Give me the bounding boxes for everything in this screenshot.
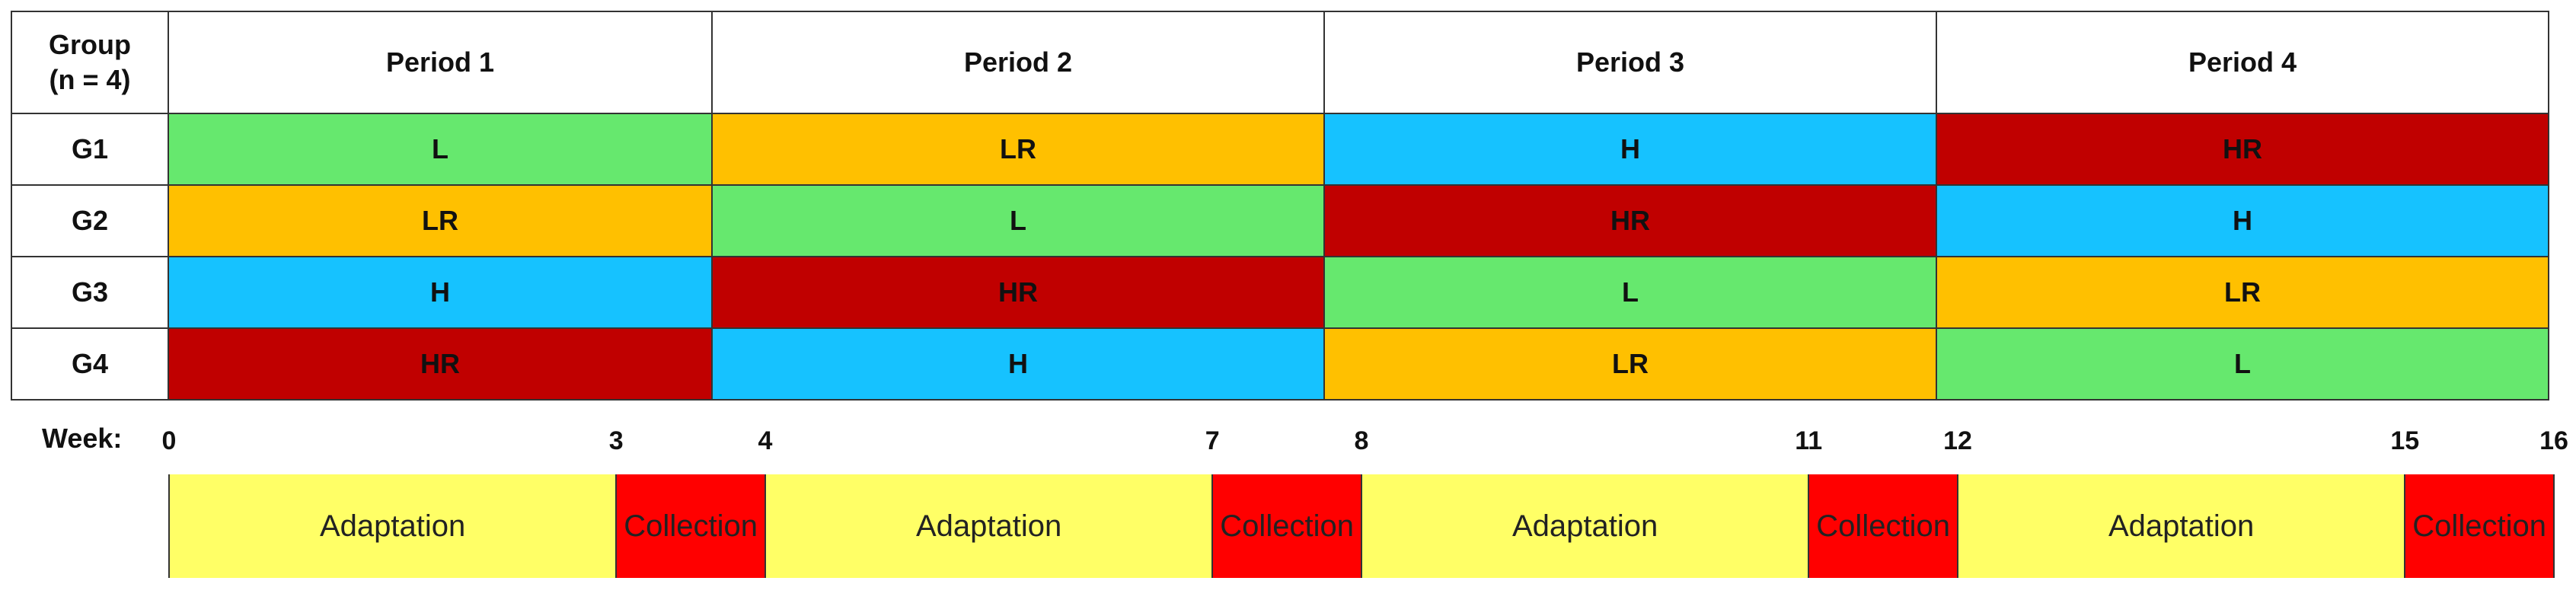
adaptation-segment: Adaptation (169, 474, 617, 578)
week-axis-label: Week: (42, 423, 123, 454)
group-name-g1: G1 (11, 113, 169, 186)
collection-segment: Collection (1212, 474, 1361, 578)
treatment-cell: L (168, 113, 713, 186)
collection-segment: Collection (2405, 474, 2554, 578)
table-row-g4: G4 HR H LR L (11, 327, 2549, 401)
timeline-divider (2553, 474, 2555, 578)
treatment-cell: HR (1936, 113, 2549, 186)
treatment-cell: L (1936, 327, 2549, 401)
treatment-cell: H (168, 256, 713, 329)
adaptation-segment: Adaptation (1361, 474, 1809, 578)
collection-segment: Collection (1808, 474, 1958, 578)
week-tick-4: 4 (758, 426, 773, 455)
treatment-cell: L (1323, 256, 1937, 329)
collection-segment: Collection (616, 474, 765, 578)
timeline-divider (1957, 474, 1958, 578)
treatment-cell: H (1936, 184, 2549, 257)
treatment-cell: LR (711, 113, 1325, 186)
period-header-4: Period 4 (1936, 11, 2549, 114)
timeline-divider (1211, 474, 1214, 578)
crossover-design-table: Group (n = 4) Period 1 Period 2 Period 3… (11, 11, 2549, 401)
treatment-cell: H (711, 327, 1325, 401)
period-header-1: Period 1 (168, 11, 713, 114)
timeline-divider (1808, 474, 1810, 578)
group-header-line1: Group (49, 29, 131, 60)
treatment-cell: HR (1323, 184, 1937, 257)
group-header-cell: Group (n = 4) (11, 11, 169, 114)
period-header-2: Period 2 (711, 11, 1325, 114)
week-tick-3: 3 (608, 426, 624, 455)
week-tick-16: 16 (2539, 426, 2568, 455)
table-row-g2: G2 LR L HR H (11, 184, 2549, 257)
table-row-g1: G1 L LR H HR (11, 113, 2549, 186)
timeline-divider (2404, 474, 2406, 578)
week-tick-15: 15 (2390, 426, 2420, 455)
treatment-cell: HR (168, 327, 713, 401)
group-name-g2: G2 (11, 184, 169, 257)
timeline-divider (765, 474, 766, 578)
timeline-divider (615, 474, 618, 578)
treatment-cell: L (711, 184, 1325, 257)
treatment-cell: LR (1323, 327, 1937, 401)
week-tick-12: 12 (1943, 426, 1972, 455)
table-header-row: Group (n = 4) Period 1 Period 2 Period 3… (11, 11, 2549, 114)
treatment-cell: LR (1936, 256, 2549, 329)
table-row-g3: G3 H HR L LR (11, 256, 2549, 329)
timeline-divider (1361, 474, 1362, 578)
treatment-cell: HR (711, 256, 1325, 329)
week-tick-11: 11 (1795, 426, 1823, 455)
treatment-cell: H (1323, 113, 1937, 186)
week-tick-8: 8 (1354, 426, 1369, 455)
treatment-cell: LR (168, 184, 713, 257)
adaptation-segment: Adaptation (765, 474, 1213, 578)
adaptation-segment: Adaptation (1958, 474, 2405, 578)
week-tick-7: 7 (1205, 426, 1220, 455)
group-header-line2: (n = 4) (49, 64, 131, 95)
timeline-divider (168, 474, 170, 578)
period-header-3: Period 3 (1323, 11, 1937, 114)
week-tick-0: 0 (161, 426, 177, 455)
group-name-g3: G3 (11, 256, 169, 329)
group-name-g4: G4 (11, 327, 169, 401)
